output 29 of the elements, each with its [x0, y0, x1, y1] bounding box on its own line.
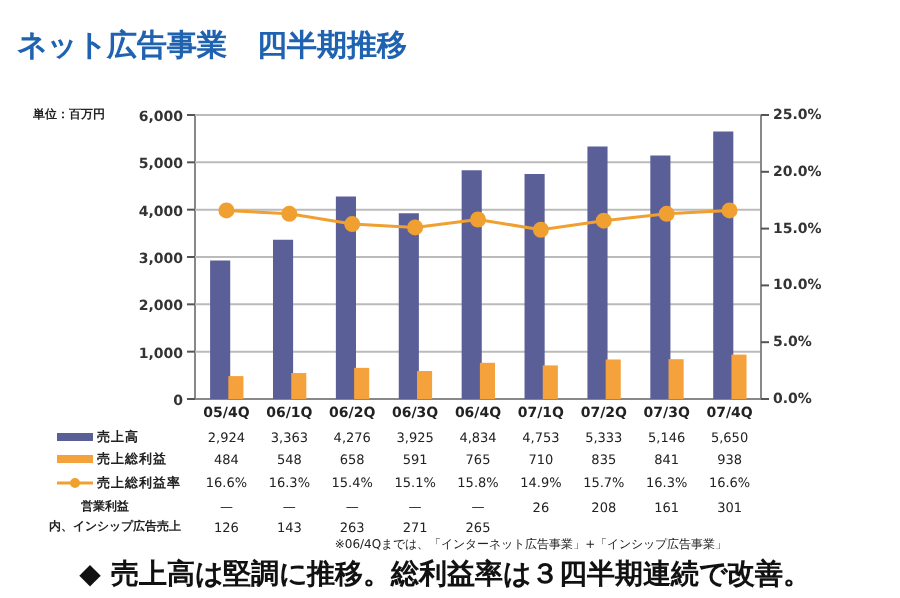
bar: [650, 155, 671, 399]
point: [470, 211, 486, 228]
bar: [461, 170, 482, 399]
point: [281, 205, 298, 222]
point: [218, 202, 235, 219]
point: [595, 212, 612, 229]
bar: [542, 365, 558, 399]
bar: [335, 196, 356, 399]
bar: [605, 359, 621, 399]
chart-title: ネット広告事業 四半期推移: [17, 27, 407, 63]
bar: [272, 239, 294, 399]
text: ◆ 売上高は堅調に推移。総利益率は３四半期連続で改善。: [79, 557, 811, 591]
bar: [417, 371, 433, 399]
bar: [713, 131, 734, 399]
bar: [479, 362, 495, 399]
point: [721, 202, 738, 219]
bar: [731, 354, 747, 399]
bar: [668, 359, 684, 399]
point: [658, 205, 675, 222]
bar: [524, 174, 545, 399]
point: [344, 216, 361, 233]
point: [407, 219, 424, 236]
point: [532, 221, 549, 238]
bar: [210, 260, 231, 399]
bar: [587, 146, 608, 399]
bar: [291, 373, 307, 399]
bar: [398, 213, 419, 399]
bar: [228, 376, 244, 399]
bar: [354, 367, 370, 399]
